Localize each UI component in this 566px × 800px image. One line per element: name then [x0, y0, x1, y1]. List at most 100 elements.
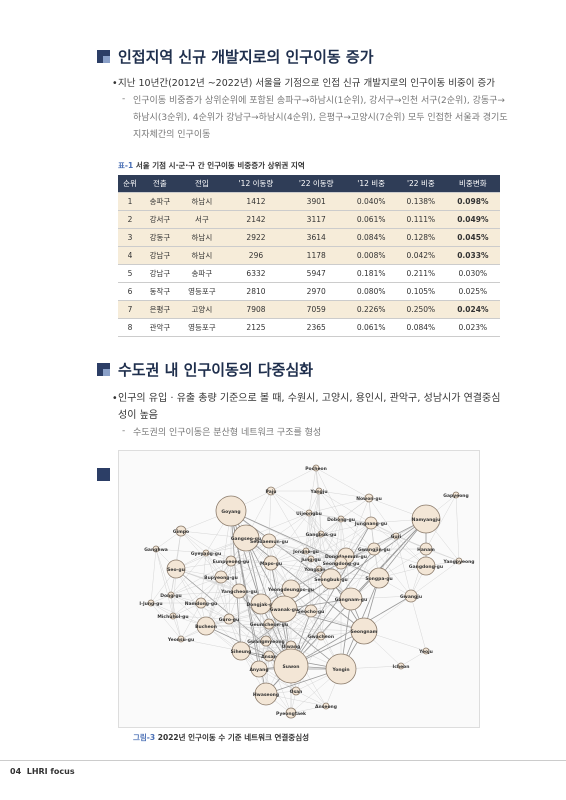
edge: [320, 522, 372, 535]
edge: [310, 568, 320, 612]
node-label: Paju: [266, 489, 277, 495]
node: [337, 515, 345, 523]
table-cell: 강남구: [141, 246, 178, 265]
edge: [180, 638, 242, 652]
table-cell: 296: [225, 246, 287, 265]
node-label: Eunpyeong-gu: [213, 559, 250, 565]
node: [285, 707, 297, 719]
dash: -: [122, 426, 126, 436]
table-wrap: 순위 전출 전입 '12 이동량 '22 이동량 '12 비중 '22 비중 비중변화 1 송파구…: [118, 175, 500, 337]
node-label: Gapyeong: [443, 493, 468, 499]
edge: [318, 490, 370, 499]
node: [195, 597, 207, 609]
caption-text: 서울 기점 시·군·구 간 인구이동 비중증가 상위권 지역: [135, 161, 305, 170]
edge: [290, 610, 312, 647]
edge: [295, 690, 327, 707]
edge: [395, 535, 412, 597]
node: [317, 530, 325, 538]
section-marker: [103, 56, 110, 63]
table-cell: 1178: [286, 246, 347, 265]
node-label: Pyeongtaek: [276, 711, 307, 717]
node-label: Jungnang-gu: [354, 521, 387, 527]
node: [214, 570, 228, 584]
header-cell: '12 이동량: [225, 175, 287, 193]
node-label: Yongsan-gu: [303, 567, 334, 573]
table-cell: 0.049%: [445, 210, 500, 229]
table-cell: 2810: [225, 282, 287, 301]
node-label: Seongnam: [351, 629, 378, 635]
edge: [308, 490, 320, 514]
table-cell: 0.008%: [346, 246, 397, 265]
node: [316, 631, 326, 641]
node-label: Yeonsu-gu: [167, 637, 194, 643]
table-cell: 강동구: [141, 228, 178, 247]
table-cell: 0.024%: [445, 300, 500, 319]
dash: -: [122, 94, 126, 104]
edge: [268, 533, 322, 542]
table-cell: 7: [118, 300, 142, 319]
node: [273, 648, 309, 684]
edge: [410, 595, 427, 652]
node-label: Anseong: [315, 704, 337, 710]
node-label: Osan: [290, 689, 303, 695]
table-cell: 6332: [225, 264, 287, 283]
edge: [172, 615, 182, 640]
node-label: Gangseo-gu: [231, 536, 261, 542]
node: [291, 686, 301, 696]
edge: [205, 623, 270, 627]
edge: [170, 590, 240, 596]
edge: [205, 552, 272, 564]
node-label: Gwanak-gu: [270, 607, 298, 613]
node: [364, 493, 374, 503]
node-label: Suwon: [283, 664, 300, 670]
node: [250, 660, 268, 678]
node-label: Gangbuk-gu: [306, 532, 337, 538]
caption-label: 그림-3: [133, 733, 156, 742]
node-label: Seocho-gu: [298, 609, 325, 615]
edge: [230, 510, 262, 605]
node: [404, 589, 418, 603]
node-label: Gwangjin-gu: [358, 547, 390, 553]
header-cell: 순위: [118, 175, 142, 193]
edge: [318, 533, 322, 570]
node: [305, 509, 313, 517]
node-label: Gwangju: [400, 594, 422, 600]
edge: [205, 625, 365, 632]
node: [152, 545, 160, 553]
bullet-dot: •: [112, 78, 118, 89]
edge: [315, 467, 320, 492]
edge: [220, 576, 270, 625]
edge: [320, 518, 342, 535]
node-label: Guri: [391, 534, 402, 540]
edge: [172, 615, 230, 620]
node: [202, 549, 210, 557]
node: [422, 647, 430, 655]
edge: [308, 497, 370, 514]
sub-bullet: 인구이동 비중증가 상위순위에 포함된 송파구→하남시(1순위), 강서구→인천…: [133, 96, 508, 140]
table-cell: 5: [118, 264, 142, 283]
edge: [270, 490, 310, 514]
node: [215, 495, 247, 527]
node-label: Dongdaemun-gu: [325, 554, 367, 560]
node-label: Bupyeong-gu: [204, 575, 238, 581]
node: [320, 568, 342, 590]
edge: [228, 560, 232, 620]
node-label: Dobong-gu: [327, 517, 355, 523]
node: [315, 565, 323, 573]
edge: [268, 490, 272, 542]
table-cell: 0.045%: [445, 228, 500, 247]
edge: [180, 602, 202, 640]
edge: [238, 540, 270, 592]
edge: [345, 497, 370, 557]
node-label: Jung-gu: [300, 557, 321, 563]
edge: [410, 548, 427, 597]
node: [392, 532, 400, 540]
node: [312, 464, 320, 472]
node-label: Icheon: [393, 664, 410, 670]
node-label: Yeongdeungpo-gu: [267, 587, 314, 593]
node-label: Seodaemun-gu: [250, 539, 288, 545]
node-label: Gimpo: [173, 529, 189, 535]
section-title: 수도권 내 인구이동의 다중심화: [118, 361, 314, 379]
edge: [260, 550, 307, 605]
edge: [228, 618, 270, 625]
